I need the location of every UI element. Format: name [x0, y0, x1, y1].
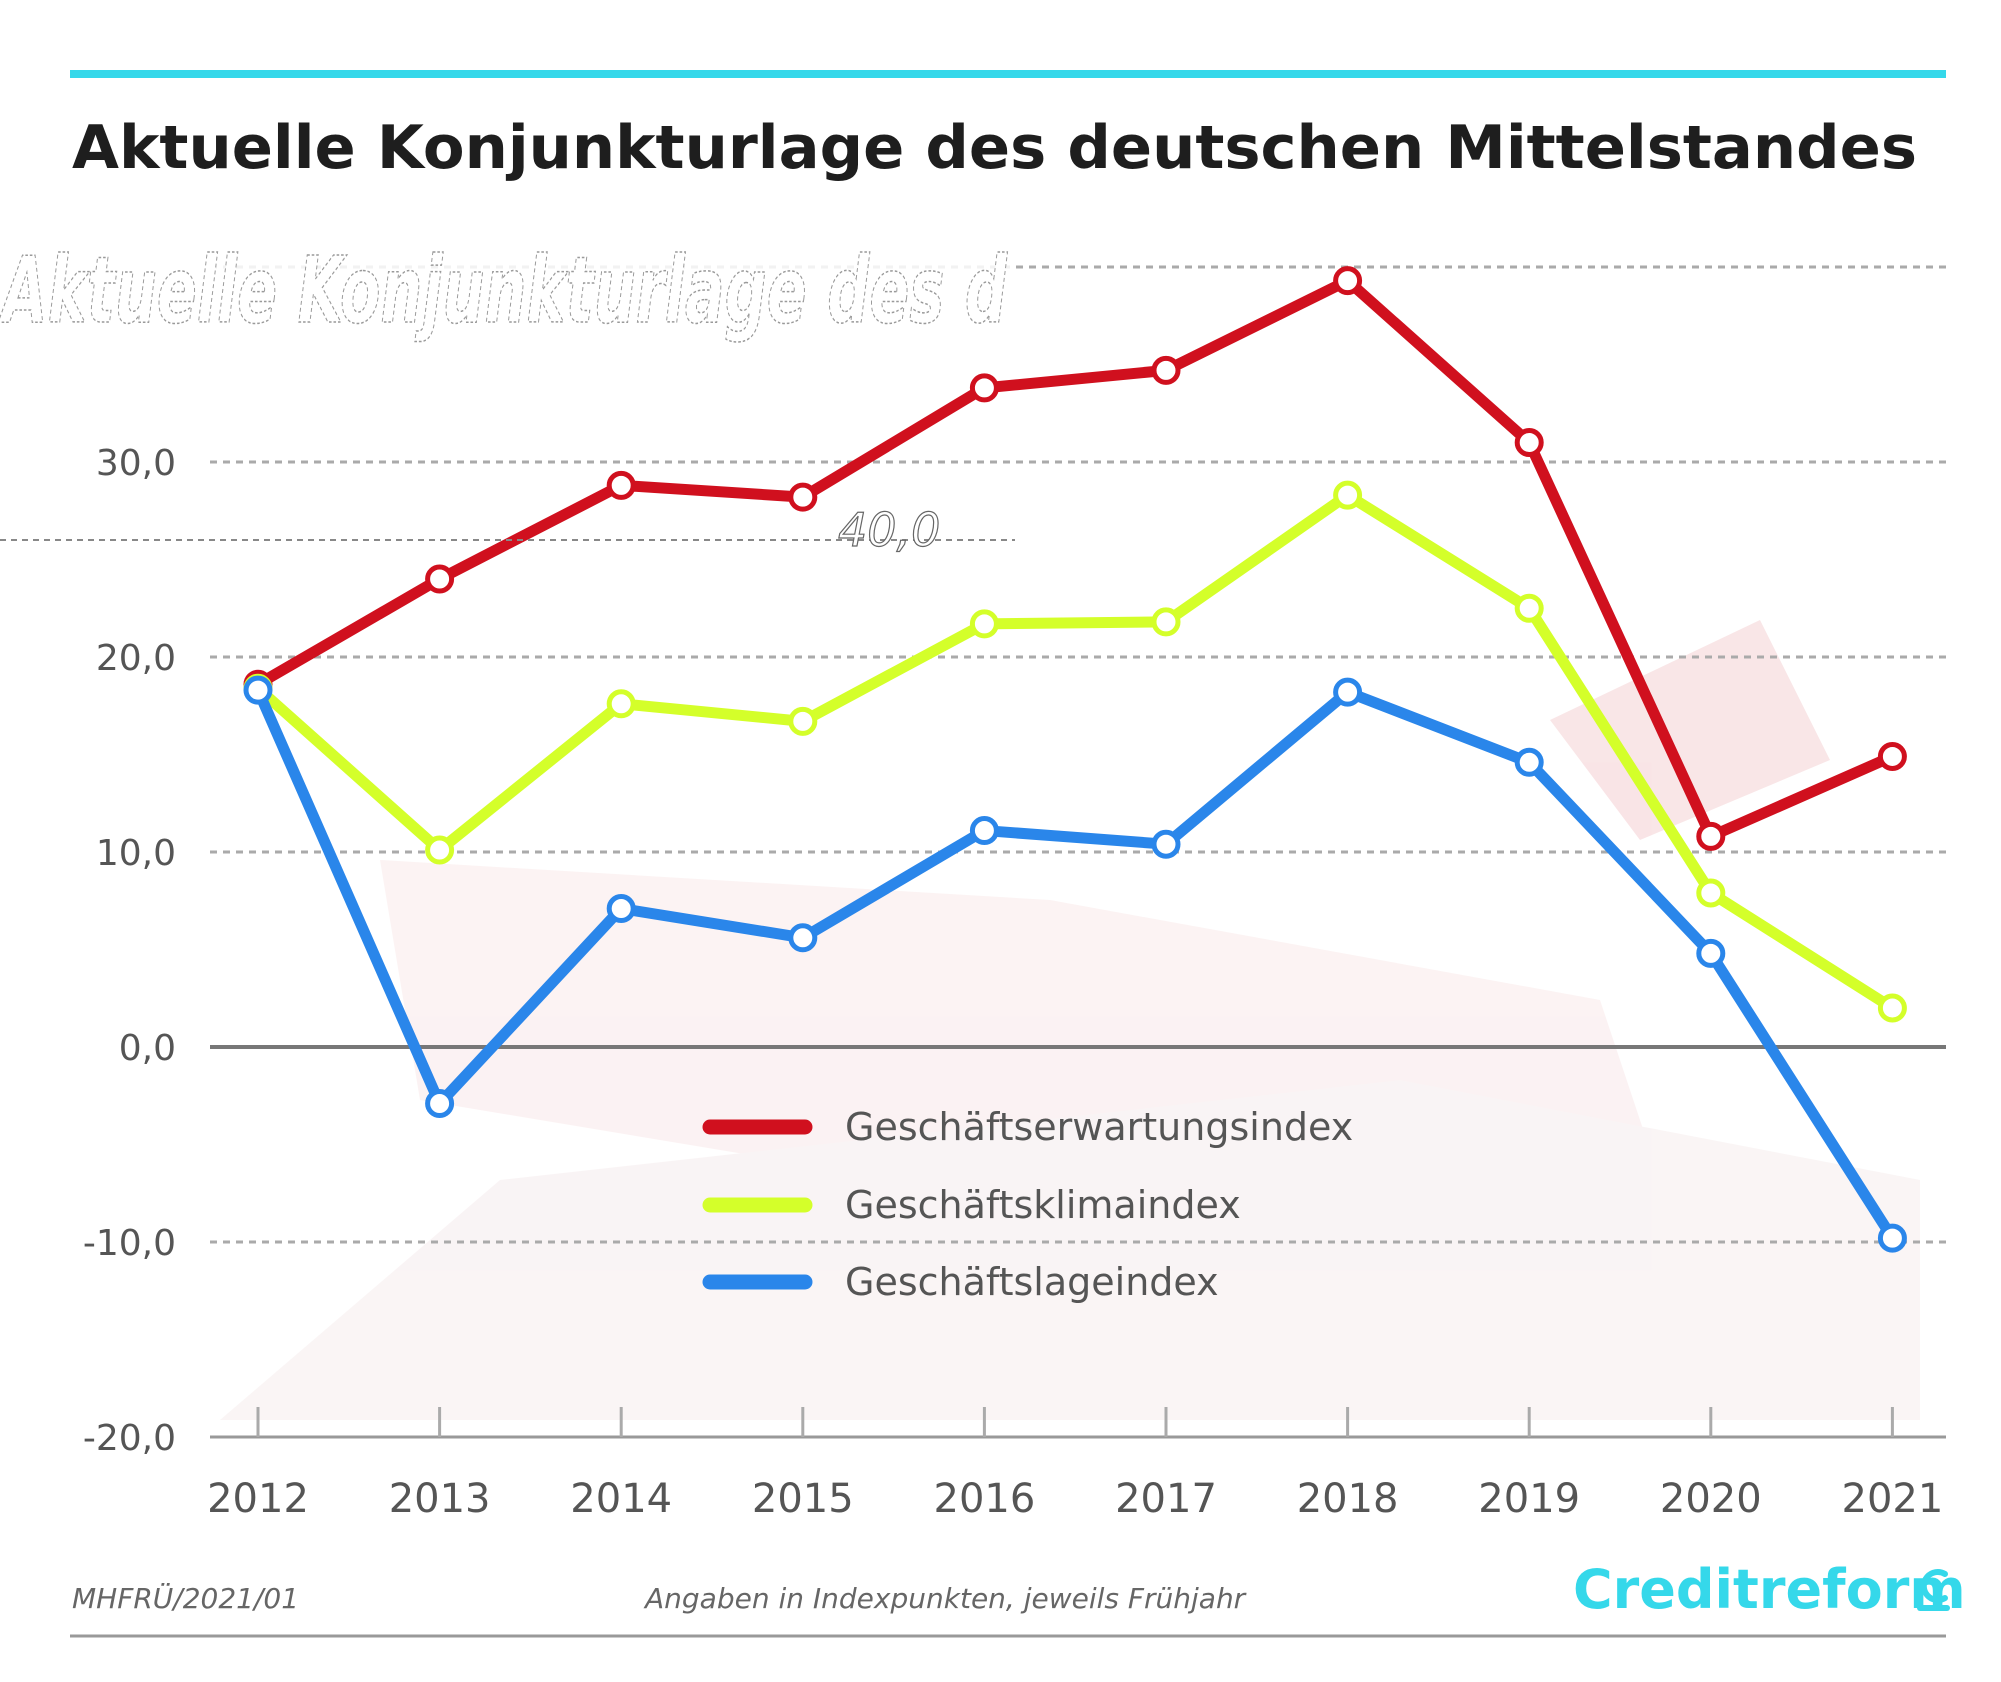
- x-tick-label: 2015: [752, 1476, 854, 1522]
- y-axis-ticks: -20,0 -10,0 0,0 10,0 20,0 30,0: [83, 443, 176, 1459]
- x-tick-label: 2017: [1115, 1476, 1217, 1522]
- data-point-expectations: [425, 564, 455, 594]
- series-line-climate: [252, 489, 1898, 1014]
- brand-logo-text: Creditreform: [1573, 1558, 1966, 1621]
- data-point-situation: [788, 923, 818, 953]
- data-point-situation: [1877, 1223, 1907, 1253]
- source-code: MHFRÜ/2021/01: [72, 1581, 299, 1615]
- data-point-climate: [606, 689, 636, 719]
- legend-label-expectations: Geschäftserwartungsindex: [845, 1105, 1353, 1149]
- data-point-climate: [788, 706, 818, 736]
- x-axis-ticks: 2012 2013 2014 2015 2016 2017 2018 2019 2020 2021: [207, 1407, 1943, 1522]
- data-point-expectations: [788, 482, 818, 512]
- y-tick-label: 0,0: [119, 1028, 176, 1069]
- x-tick-label: 2016: [934, 1476, 1036, 1522]
- data-point-situation: [606, 894, 636, 924]
- data-point-expectations: [969, 373, 999, 403]
- data-point-climate: [1696, 878, 1726, 908]
- x-tick-label: 2018: [1297, 1476, 1399, 1522]
- x-tick-label: 2012: [207, 1476, 309, 1522]
- data-point-climate: [969, 609, 999, 639]
- ghost-value-label: 40,0: [838, 503, 940, 557]
- y-tick-label: 30,0: [96, 443, 176, 484]
- data-point-climate: [1877, 993, 1907, 1023]
- chart-title: Aktuelle Konjunkturlage des deutschen Mi…: [72, 113, 1917, 183]
- y-tick-label: -20,0: [83, 1418, 176, 1459]
- legend-label-situation: Geschäftslageindex: [845, 1260, 1219, 1304]
- legend-label-climate: Geschäftsklimaindex: [845, 1183, 1241, 1227]
- y-tick-label: 20,0: [96, 638, 176, 679]
- data-point-climate: [1151, 607, 1181, 637]
- top-accent-rule: [70, 70, 1946, 78]
- data-point-situation: [1696, 938, 1726, 968]
- data-point-expectations: [1514, 428, 1544, 457]
- data-point-situation: [1151, 829, 1181, 859]
- brand-c-icon: [1920, 1569, 1948, 1603]
- legend: Geschäftserwartungsindex Geschäftsklimai…: [702, 1105, 1353, 1304]
- data-point-expectations: [606, 470, 636, 500]
- x-tick-label: 2019: [1478, 1476, 1580, 1522]
- x-tick-label: 2020: [1660, 1476, 1762, 1522]
- data-point-climate: [1333, 480, 1363, 510]
- series-lines: [252, 275, 1898, 1244]
- x-tick-label: 2021: [1842, 1476, 1944, 1522]
- ghost-overlay: Aktuelle Konjunkturlage des d 40,0: [0, 215, 1015, 558]
- data-point-situation: [243, 675, 273, 705]
- footer-note: Angaben in Indexpunkten, jeweils Frühjah…: [643, 1582, 1247, 1615]
- data-point-expectations: [1151, 355, 1181, 385]
- series-points: [243, 266, 1907, 1253]
- series-line-expectations: [252, 275, 1898, 842]
- data-point-situation: [969, 816, 999, 846]
- ghost-title: Aktuelle Konjunkturlage des d: [0, 237, 1008, 344]
- series-line-situation: [252, 684, 1898, 1244]
- data-point-climate: [425, 835, 455, 865]
- x-tick-label: 2014: [570, 1476, 672, 1522]
- data-point-situation: [425, 1089, 455, 1119]
- y-tick-label: -10,0: [83, 1223, 176, 1264]
- data-point-climate: [1514, 593, 1544, 623]
- data-point-expectations: [1696, 821, 1726, 851]
- data-point-expectations: [1877, 741, 1907, 771]
- background-watermark-image: [220, 620, 1920, 1420]
- y-tick-label: 10,0: [96, 833, 176, 874]
- data-point-expectations: [1333, 266, 1363, 296]
- x-tick-label: 2013: [389, 1476, 491, 1522]
- data-point-situation: [1333, 677, 1363, 707]
- data-point-situation: [1514, 747, 1544, 777]
